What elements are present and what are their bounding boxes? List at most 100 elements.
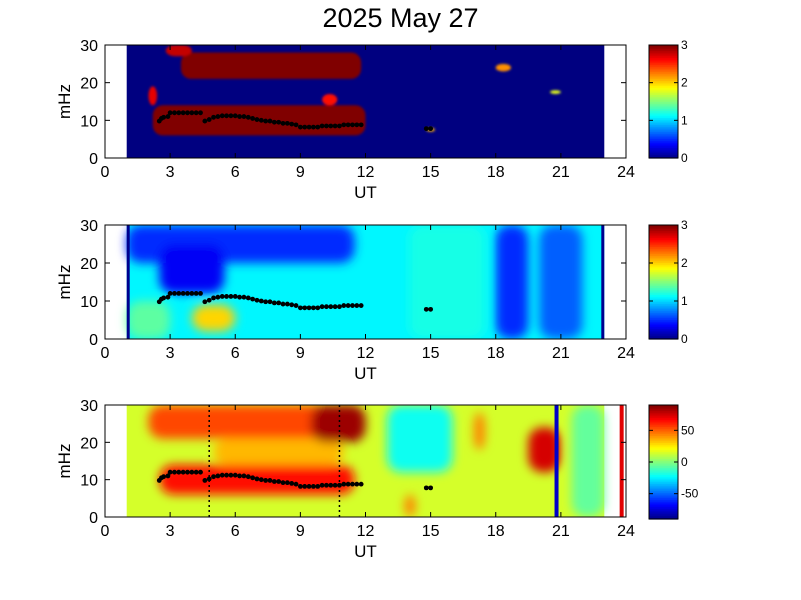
colorbar-cell (649, 451, 678, 454)
colorbar-cell (649, 97, 678, 101)
colorbar-tick-label: 3 (681, 38, 688, 52)
peak-marker (276, 479, 282, 484)
colorbar-cell (649, 289, 678, 292)
colorbar-cell (649, 308, 678, 312)
colorbar-cell (649, 233, 678, 237)
colorbar-cell (649, 271, 678, 274)
y-tick-label: 10 (80, 113, 98, 130)
colorbar-cell (649, 71, 678, 74)
colorbar-cell (649, 85, 678, 88)
peak-marker (245, 295, 251, 301)
peak-marker (263, 478, 269, 483)
colorbar-cell (649, 298, 678, 301)
colorbar-cell (649, 76, 678, 80)
colorbar-tick-label: 0 (681, 332, 688, 346)
colorbar-cell (649, 292, 678, 296)
peak-marker (306, 305, 312, 311)
x-tick-label: 3 (166, 523, 175, 540)
colorbar-cell (649, 120, 678, 124)
peak-marker (228, 472, 234, 478)
colorbar-cell (649, 62, 678, 66)
colorbar-cell (649, 467, 678, 470)
colorbar-cell (649, 143, 678, 147)
peak-marker (289, 302, 295, 308)
peak-marker (167, 110, 173, 116)
x-tick-label: 0 (101, 164, 110, 181)
colorbar-cell (649, 262, 678, 265)
peak-marker (271, 479, 277, 484)
colorbar-cell (649, 273, 678, 276)
peak-marker (180, 110, 186, 116)
colorbar-cell (649, 510, 678, 513)
heatmap-band (495, 225, 529, 339)
panel-bottom: 0 3 6 9 12 15 18 21 24 0 10 20 30 UT mHz 50 0 -50 (55, 398, 699, 561)
peak-marker (245, 114, 251, 120)
peak-marker (428, 485, 434, 491)
peak-marker (219, 294, 225, 299)
y-axis-label: mHz (55, 265, 74, 300)
colorbar-cell (649, 478, 678, 481)
peak-marker (297, 305, 303, 311)
colorbar-cell (649, 52, 678, 55)
peak-marker (332, 304, 338, 310)
peak-marker (258, 117, 264, 123)
peak-marker (423, 306, 429, 312)
colorbar-cell (649, 103, 678, 106)
colorbar-cell (649, 330, 678, 333)
heatmap-band (148, 86, 158, 106)
peak-marker (224, 113, 229, 119)
y-axis-label: mHz (55, 84, 74, 119)
colorbar-cell (649, 303, 678, 306)
peak-marker (167, 469, 173, 475)
peak-marker (350, 481, 355, 487)
colorbar-cell (649, 502, 678, 506)
colorbar-cell (649, 136, 678, 140)
peak-marker (337, 304, 342, 310)
colorbar-cell (649, 66, 678, 69)
colorbar-cell (649, 75, 678, 78)
peak-marker (328, 123, 334, 129)
heatmap-layer (126, 405, 624, 517)
x-tick-label: 9 (296, 523, 305, 540)
peak-marker (354, 303, 360, 308)
colorbar-cell (649, 333, 678, 337)
peak-marker (306, 483, 312, 489)
colorbar-cell (649, 119, 678, 122)
peak-marker (280, 480, 286, 486)
heatmap-band (213, 438, 344, 465)
peak-marker (267, 478, 273, 483)
peak-marker (193, 291, 199, 296)
colorbar-cell (649, 237, 678, 240)
peak-marker (161, 474, 167, 480)
y-tick-label: 30 (80, 398, 98, 415)
colorbar-cell (649, 479, 678, 483)
y-tick-label: 10 (80, 473, 98, 490)
y-tick-label: 0 (89, 332, 98, 349)
peak-marker (332, 482, 338, 488)
peak-marker (319, 482, 325, 488)
peak-marker (258, 298, 264, 304)
peak-marker (211, 474, 216, 480)
peak-marker (328, 482, 334, 488)
x-tick-label: 18 (487, 164, 505, 181)
y-tick-label: 10 (80, 294, 98, 311)
peak-marker (428, 306, 434, 312)
peak-marker (202, 299, 208, 305)
colorbar-cell (649, 140, 678, 143)
peak-marker (198, 291, 203, 296)
peak-marker (224, 472, 229, 478)
edge-stripe (126, 225, 130, 339)
peak-marker (280, 301, 286, 307)
peak-marker (180, 469, 186, 475)
colorbar-cell (649, 235, 678, 239)
peak-marker (263, 118, 269, 124)
colorbar-cell (649, 421, 678, 424)
colorbar-cell (649, 328, 678, 331)
colorbar-cell (649, 438, 678, 442)
peak-marker (180, 291, 186, 296)
colorbar-cell (649, 64, 678, 67)
colorbar-cell (649, 440, 678, 444)
peak-marker (345, 303, 351, 308)
colorbar-cell (649, 117, 678, 120)
